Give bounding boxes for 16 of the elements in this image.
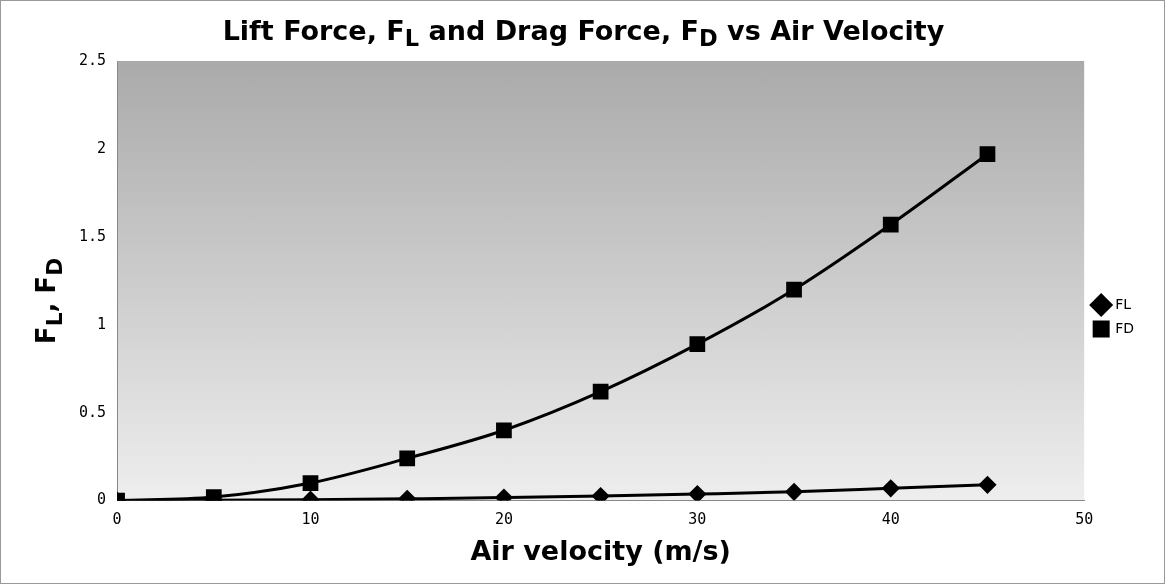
x-tick-label: 50 — [1075, 510, 1094, 529]
y-tick-label: 0 — [97, 490, 107, 509]
legend-label: FD — [1115, 319, 1135, 336]
x-tick-label: 0 — [112, 510, 122, 529]
x-tick-label: 40 — [881, 510, 900, 529]
x-tick-label: 30 — [688, 510, 707, 529]
x-axis-title: Air velocity (m/s) — [470, 534, 731, 566]
y-tick-label: 2 — [97, 138, 107, 157]
y-tick-label: 2.5 — [79, 50, 107, 69]
y-tick-label: 0.5 — [79, 402, 107, 421]
y-tick-label: 1.5 — [79, 226, 107, 245]
legend-label: FL — [1115, 295, 1132, 312]
x-tick-label: 20 — [494, 510, 513, 529]
y-tick-label: 1 — [97, 314, 107, 333]
x-tick-label: 10 — [301, 510, 320, 529]
chart-title: Lift Force, F$_{L}$ and Drag Force, F$_{D}$ vs Air Velocity — [221, 15, 946, 52]
